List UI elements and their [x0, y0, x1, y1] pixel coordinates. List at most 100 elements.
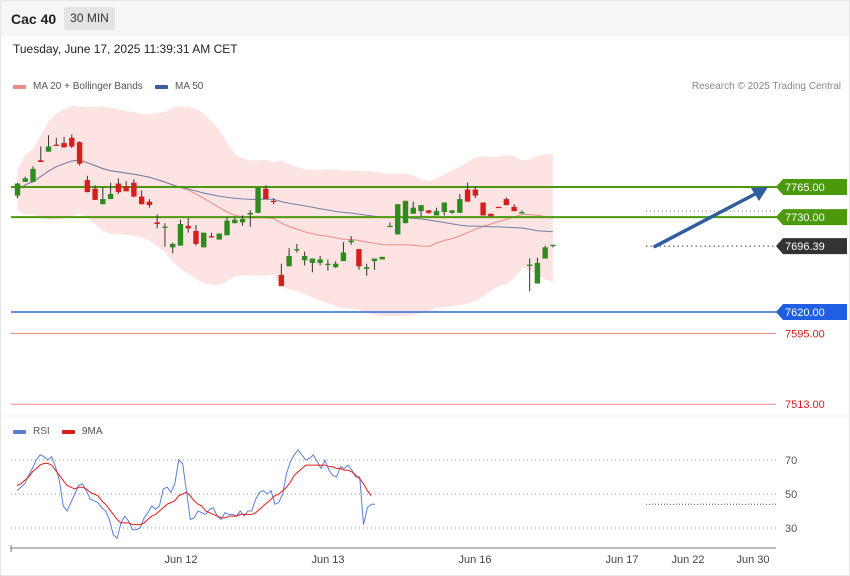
candle-body: [224, 220, 230, 236]
candle-body: [278, 274, 285, 287]
candle-body: [162, 226, 168, 228]
candle-body: [92, 188, 98, 200]
candle-body: [325, 263, 331, 266]
x-tick-label: Jun 22: [671, 554, 704, 566]
ma20-swatch: [13, 84, 26, 89]
candle-body: [76, 142, 83, 164]
rsi-tick-70: 70: [785, 455, 797, 467]
candle-body: [503, 199, 510, 206]
candle-body: [317, 259, 323, 263]
level-tag-resistance: [776, 179, 847, 195]
legend-ma20: MA 20 + Bollinger Bands: [13, 81, 143, 92]
level-tag-resistance: [776, 209, 847, 226]
candle-body: [177, 224, 184, 246]
credit-text: Research © 2025 Trading Central: [691, 81, 841, 92]
candle-body: [534, 262, 541, 284]
rsi-series-9MA: [16, 462, 372, 526]
candle-body: [115, 183, 122, 193]
candle-body: [472, 189, 479, 196]
level-label-7696.39: 7696.39: [785, 241, 825, 253]
candle-body: [402, 200, 409, 224]
candle-body: [138, 196, 145, 205]
candle-body: [123, 186, 129, 192]
candle-body: [364, 267, 370, 269]
candle-body: [193, 230, 199, 244]
candle-body: [309, 258, 316, 263]
candle-body: [480, 202, 486, 216]
top-bar: [1, 1, 849, 36]
ma50-label: MA 50: [175, 81, 204, 92]
forecast-arrow-shaft: [653, 190, 760, 249]
candle-body: [348, 240, 354, 243]
candle-body: [22, 178, 28, 182]
candle-body: [45, 146, 52, 152]
level-tag-pivot: [776, 304, 847, 320]
candle-body: [426, 210, 432, 213]
x-tick-label: Jun 12: [164, 554, 197, 566]
candle-body: [379, 256, 385, 260]
rsi-tick-50: 50: [785, 489, 797, 501]
candle-body: [488, 213, 494, 217]
x-tick-label: Jun 16: [458, 554, 491, 566]
candle-body: [433, 211, 440, 216]
candle-body: [387, 225, 393, 228]
rsi-label: RSI: [33, 426, 50, 437]
legend-rsi: RSI: [13, 426, 50, 437]
ma20-label: MA 20 + Bollinger Bands: [33, 81, 143, 92]
symbol-title: Cac 40: [11, 11, 57, 27]
level-label-7513.00: 7513.00: [785, 399, 825, 411]
candle-body: [100, 199, 106, 205]
candle-body: [270, 200, 277, 203]
candle-body: [107, 193, 114, 200]
rsi-swatch: [13, 429, 26, 434]
candle-body: [61, 143, 67, 148]
candle-body: [356, 249, 362, 267]
candle-body: [286, 255, 292, 267]
candle-body: [170, 243, 176, 248]
forecast-arrow-head: [751, 187, 768, 201]
x-tick-label: Jun 30: [736, 554, 769, 566]
candle-body: [371, 258, 378, 262]
legend-rsi-ma: 9MA: [62, 426, 103, 437]
candle-body: [131, 182, 137, 197]
timestamp: Tuesday, June 17, 2025 11:39:31 AM CET: [13, 42, 238, 56]
candle-body: [232, 219, 238, 224]
candle-body: [526, 264, 533, 266]
x-tick-label: Jun 13: [311, 554, 344, 566]
candle-body: [14, 183, 21, 196]
ma50-line: [17, 159, 553, 233]
level-label-7765.00: 7765.00: [785, 182, 825, 194]
candles-group: [14, 134, 556, 292]
candle-body: [247, 212, 253, 215]
candle-body: [216, 233, 222, 240]
candle-body: [201, 232, 207, 248]
candle-body: [255, 187, 261, 213]
candle-body: [239, 218, 246, 223]
candle-body: [449, 210, 455, 213]
candle-body: [154, 222, 160, 225]
candle-body: [301, 255, 308, 261]
candle-body: [53, 144, 59, 147]
level-label-7620.00: 7620.00: [785, 307, 825, 319]
candle-body: [340, 252, 347, 262]
ma50-swatch: [155, 84, 168, 89]
candle-body: [464, 189, 471, 202]
candle-body: [519, 212, 525, 214]
candle-body: [418, 205, 424, 212]
level-label-7595.00: 7595.00: [785, 329, 825, 341]
timeframe-button[interactable]: 30 MIN: [64, 7, 115, 30]
candle-body: [185, 225, 191, 229]
rsi-ma-label: 9MA: [82, 426, 103, 437]
candle-body: [332, 263, 339, 268]
rsi-series-RSI: [16, 448, 376, 540]
candle-body: [84, 180, 91, 193]
x-tick-label: Jun 17: [605, 554, 638, 566]
candle-body: [294, 249, 300, 251]
rsi-ma-swatch: [62, 429, 75, 434]
candle-body: [542, 247, 548, 259]
candle-body: [146, 201, 153, 206]
bollinger-band: [17, 105, 553, 317]
candle-body: [69, 137, 75, 147]
candle-body: [495, 206, 502, 209]
